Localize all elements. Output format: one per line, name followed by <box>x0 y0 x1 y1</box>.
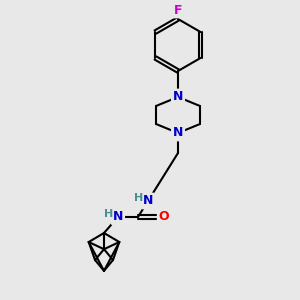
Text: F: F <box>174 4 182 16</box>
Text: N: N <box>113 211 123 224</box>
Text: H: H <box>104 209 114 219</box>
Text: H: H <box>134 193 144 203</box>
Text: N: N <box>143 194 153 208</box>
Text: N: N <box>173 91 183 103</box>
Text: N: N <box>173 127 183 140</box>
Text: O: O <box>159 211 169 224</box>
